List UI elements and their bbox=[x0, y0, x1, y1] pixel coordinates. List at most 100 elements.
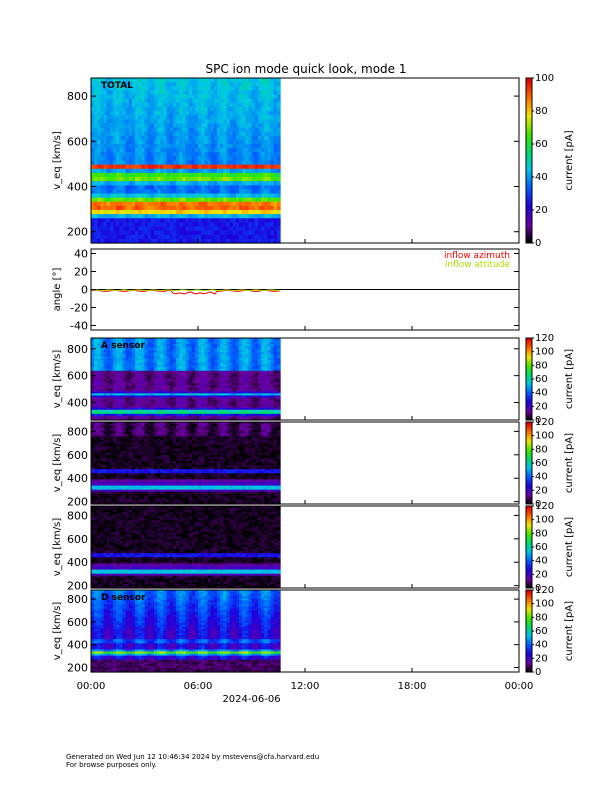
heatmap-cell bbox=[109, 152, 114, 157]
heatmap-cell bbox=[109, 226, 114, 232]
heatmap-cell bbox=[144, 389, 149, 392]
heatmap-cell bbox=[122, 360, 127, 364]
heatmap-cell bbox=[97, 164, 102, 170]
heatmap-cell bbox=[125, 214, 130, 219]
heatmap-cell bbox=[119, 391, 124, 394]
heatmap-cell bbox=[91, 197, 95, 203]
heatmap-cell bbox=[128, 368, 133, 372]
heatmap-cell bbox=[147, 156, 152, 162]
heatmap-cell bbox=[103, 82, 108, 87]
heatmap-cell bbox=[125, 393, 130, 396]
heatmap-cell bbox=[251, 201, 256, 207]
heatmap-cell bbox=[176, 189, 180, 195]
heatmap-cell bbox=[251, 86, 256, 91]
heatmap-cell bbox=[257, 238, 262, 244]
heatmap-cell bbox=[116, 403, 120, 407]
heatmap-cell bbox=[100, 218, 105, 223]
heatmap-cell bbox=[276, 222, 281, 228]
heatmap-cell bbox=[116, 379, 120, 382]
heatmap-cell bbox=[97, 131, 102, 137]
heatmap-cell bbox=[113, 148, 117, 153]
heatmap-cell bbox=[122, 364, 127, 368]
heatmap-cell bbox=[125, 168, 130, 174]
heatmap-cell bbox=[128, 135, 133, 141]
heatmap-cell bbox=[245, 152, 250, 157]
heatmap-cell bbox=[169, 102, 174, 108]
heatmap-cell bbox=[176, 222, 180, 228]
heatmap-cell bbox=[254, 106, 259, 112]
heatmap-cell bbox=[122, 205, 127, 211]
heatmap-cell bbox=[229, 156, 234, 162]
heatmap-cell bbox=[144, 234, 149, 240]
heatmap-cell bbox=[194, 181, 199, 186]
heatmap-cell bbox=[138, 181, 143, 186]
heatmap-cell bbox=[97, 401, 102, 405]
heatmap-cell bbox=[245, 148, 250, 153]
heatmap-cell bbox=[150, 160, 155, 166]
heatmap-cell bbox=[144, 111, 149, 116]
heatmap-cell bbox=[141, 160, 146, 166]
heatmap-cell bbox=[119, 86, 124, 91]
heatmap-cell bbox=[128, 362, 133, 366]
heatmap-cell bbox=[273, 152, 278, 157]
heatmap-cell bbox=[138, 381, 143, 384]
heatmap-cell bbox=[154, 111, 158, 116]
heatmap-cell bbox=[248, 156, 253, 162]
heatmap-cell bbox=[135, 370, 139, 374]
heatmap-cell bbox=[113, 344, 117, 347]
heatmap-cell bbox=[235, 139, 240, 145]
heatmap-cell bbox=[172, 177, 177, 182]
heatmap-cell bbox=[109, 381, 114, 384]
heatmap-cell bbox=[232, 177, 237, 182]
heatmap-cell bbox=[141, 86, 146, 91]
heatmap-cell bbox=[138, 389, 143, 392]
heatmap-cell bbox=[91, 131, 95, 137]
heatmap-cell bbox=[194, 123, 199, 129]
heatmap-cell bbox=[217, 131, 221, 137]
heatmap-cell bbox=[138, 391, 143, 394]
heatmap-cell bbox=[131, 348, 136, 351]
heatmap-cell bbox=[116, 164, 120, 170]
heatmap-cell bbox=[254, 218, 259, 223]
heatmap-cell bbox=[210, 234, 215, 240]
heatmap-cell bbox=[261, 90, 265, 96]
heatmap-cell bbox=[147, 342, 152, 345]
heatmap-cell bbox=[119, 405, 124, 409]
heatmap-cell bbox=[128, 379, 133, 382]
heatmap-cell bbox=[185, 90, 190, 96]
heatmap-cell bbox=[103, 417, 108, 421]
heatmap-cell bbox=[100, 346, 105, 349]
heatmap-cell bbox=[119, 152, 124, 157]
heatmap-cell bbox=[169, 115, 174, 120]
heatmap-cell bbox=[91, 119, 95, 124]
heatmap-cell bbox=[141, 201, 146, 207]
heatmap-cell bbox=[179, 123, 183, 129]
heatmap-cell bbox=[223, 131, 228, 137]
heatmap-cell bbox=[248, 230, 253, 236]
heatmap-cell bbox=[198, 197, 202, 203]
heatmap-cell bbox=[194, 172, 199, 178]
heatmap-cell bbox=[103, 160, 108, 166]
heatmap-cell bbox=[103, 354, 108, 358]
heatmap-cell bbox=[125, 346, 130, 349]
heatmap-cell bbox=[131, 405, 136, 409]
heatmap-cell bbox=[261, 148, 265, 153]
colorbar-segment bbox=[526, 226, 532, 231]
heatmap-cell bbox=[94, 411, 98, 415]
heatmap-cell bbox=[119, 366, 124, 370]
heatmap-cell bbox=[100, 144, 105, 149]
heatmap-cell bbox=[248, 90, 253, 96]
heatmap-cell bbox=[229, 210, 234, 215]
heatmap-cell bbox=[251, 123, 256, 129]
heatmap-cell bbox=[125, 201, 130, 207]
heatmap-cell bbox=[103, 172, 108, 178]
heatmap-cell bbox=[119, 111, 124, 116]
heatmap-cell bbox=[163, 201, 168, 207]
heatmap-cell bbox=[276, 102, 281, 108]
heatmap-cell bbox=[270, 197, 275, 203]
heatmap-cell bbox=[103, 135, 108, 141]
heatmap-cell bbox=[144, 214, 149, 219]
heatmap-cell bbox=[257, 119, 262, 124]
heatmap-cell bbox=[251, 102, 256, 108]
